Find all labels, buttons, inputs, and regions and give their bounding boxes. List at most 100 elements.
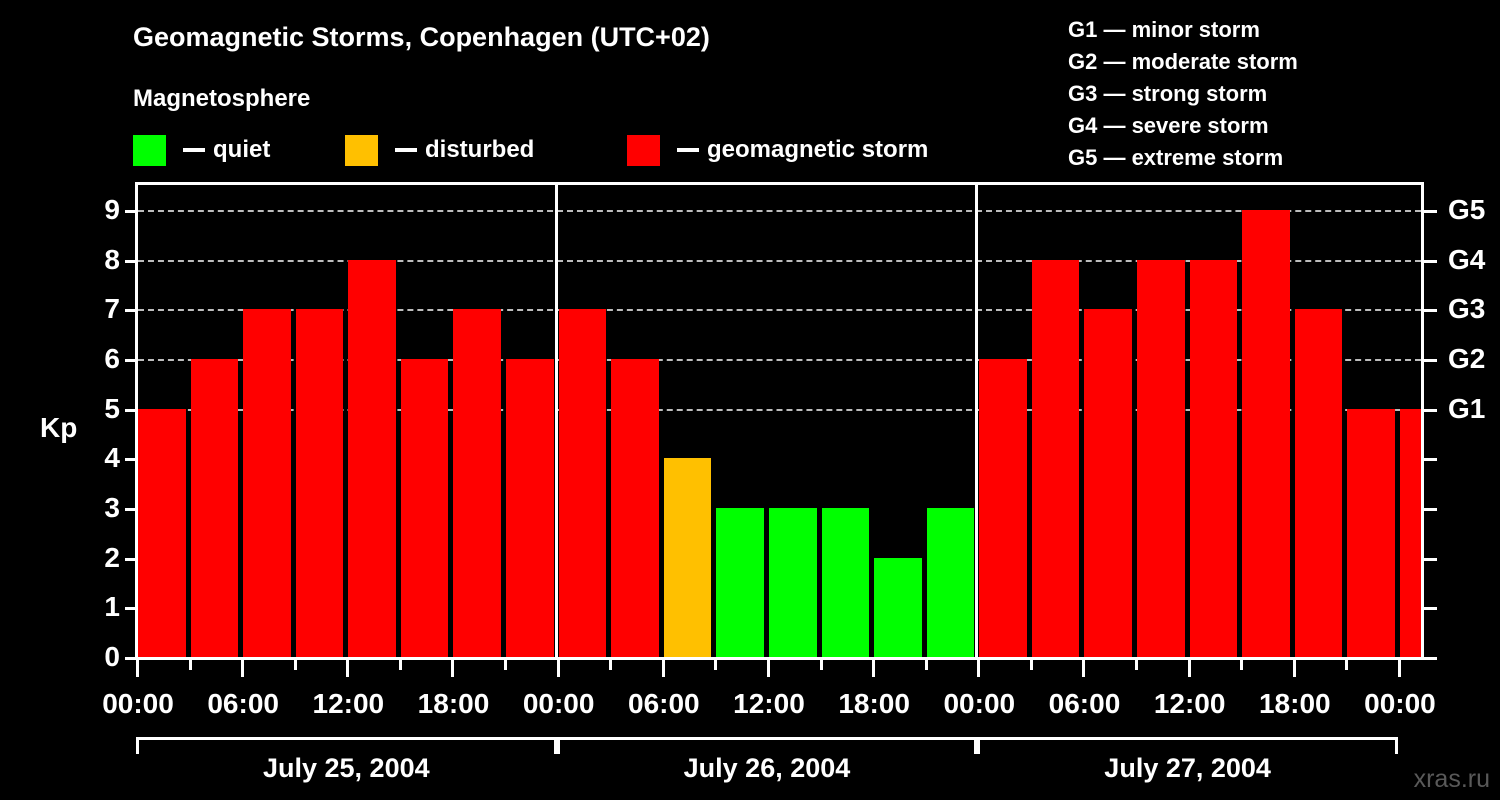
day-separator	[554, 185, 558, 657]
x-tick-label: 00:00	[102, 688, 174, 719]
legend-entry-quiet: quiet	[133, 132, 270, 168]
g-axis-minor-tick-2	[1424, 557, 1437, 561]
x-tick-mark	[241, 660, 245, 677]
y-tick-mark-3	[125, 507, 135, 511]
x-tick-mark	[1187, 660, 1191, 677]
x-tick-label: 00:00	[522, 688, 595, 719]
plot-area	[135, 182, 1424, 660]
g-legend-row-g3: G3 — strong storm	[1068, 81, 1268, 106]
bar	[506, 358, 554, 657]
x-tick-minor	[819, 660, 823, 670]
bar	[979, 358, 1027, 657]
bar	[1347, 408, 1395, 657]
x-tick-minor	[1029, 660, 1033, 670]
gridline-kp-8	[138, 259, 1421, 262]
g-tick-label-g2: G2	[1448, 342, 1486, 374]
x-tick-label: 12:00	[733, 688, 805, 719]
legend-label-geomagnetic-storm: geomagnetic storm	[707, 136, 929, 163]
y-tick-mark-8	[125, 259, 135, 263]
y-tick-label-4: 4	[104, 442, 120, 474]
legend-swatch-disturbed	[345, 134, 378, 166]
g-scale-legend: G1 — minor storm G2 — moderate storm G3 — …	[1068, 14, 1488, 174]
x-tick-mark	[1292, 660, 1296, 677]
legend-entry-geomagnetic-storm: geomagnetic storm	[627, 132, 928, 168]
gridline-kp-5	[138, 408, 1421, 411]
legend-swatch-quiet	[133, 134, 166, 166]
bar	[1294, 309, 1343, 657]
bar	[1031, 259, 1080, 657]
x-tick-minor	[1345, 660, 1349, 670]
bar	[874, 557, 922, 657]
x-tick-mark	[977, 660, 981, 677]
x-tick-minor	[609, 660, 613, 670]
g-axis-minor-tick-1	[1424, 607, 1437, 611]
g-tick-mark-g3	[1424, 309, 1437, 313]
y-tick-mark-0	[125, 657, 135, 660]
y-tick-label-7: 7	[104, 293, 120, 325]
y-tick-label-6: 6	[104, 342, 120, 374]
gridline-kp-6	[138, 358, 1421, 361]
bar	[1084, 309, 1133, 657]
g-axis-minor-tick-0	[1424, 657, 1437, 660]
gridline-kp-9	[138, 209, 1421, 212]
y-tick-label-3: 3	[104, 491, 120, 523]
x-tick-label: 06:00	[207, 688, 279, 719]
x-tick-label: 06:00	[1048, 688, 1121, 719]
y-tick-mark-1	[125, 607, 135, 611]
legend-entry-disturbed: disturbed	[345, 132, 534, 168]
x-tick-minor	[293, 660, 297, 670]
x-tick-label: 18:00	[417, 688, 490, 719]
magnetosphere-label: Magnetosphere	[133, 85, 311, 112]
watermark: xras.ru	[1413, 765, 1490, 793]
x-tick-mark	[1397, 660, 1401, 677]
day-label: July 26, 2004	[683, 753, 851, 783]
x-tick-label: 00:00	[943, 688, 1016, 719]
x-tick-label: 06:00	[628, 688, 700, 719]
y-tick-label-0: 0	[104, 641, 120, 672]
gridline-kp-7	[138, 309, 1421, 312]
y-tick-mark-5	[125, 408, 135, 412]
bar	[1189, 259, 1238, 657]
x-tick-label: 12:00	[1153, 688, 1226, 719]
bar	[453, 309, 502, 657]
y-tick-mark-9	[125, 209, 135, 213]
x-tick-minor	[714, 660, 718, 670]
legend-dash-icon	[677, 148, 699, 152]
bar	[348, 259, 396, 657]
x-tick-mark	[1082, 660, 1086, 677]
y-tick-mark-7	[125, 309, 135, 313]
day-separator	[975, 185, 979, 657]
page-title: Geomagnetic Storms, Copenhagen (UTC+02)	[133, 22, 710, 52]
g-tick-mark-g1	[1424, 408, 1437, 412]
x-tick-mark	[556, 660, 560, 677]
y-tick-mark-6	[125, 358, 135, 362]
bar	[768, 507, 817, 657]
g-tick-mark-g4	[1424, 259, 1437, 263]
y-tick-label-9: 9	[104, 193, 120, 225]
bar	[558, 309, 607, 657]
bar	[243, 309, 291, 657]
x-tick-minor	[398, 660, 402, 670]
plot-inner	[138, 185, 1421, 657]
g-legend-row-g2: G2 — moderate storm	[1068, 49, 1298, 74]
bar	[926, 507, 975, 657]
x-tick-label: 18:00	[838, 688, 910, 719]
bar	[295, 309, 344, 657]
x-tick-mark	[136, 660, 139, 677]
x-tick-mark	[451, 660, 455, 677]
y-tick-label-1: 1	[104, 591, 120, 623]
x-tick-mark	[346, 660, 350, 677]
x-tick-minor	[924, 660, 928, 670]
x-tick-mark	[661, 660, 665, 677]
y-tick-mark-2	[125, 557, 135, 561]
bar	[1399, 408, 1421, 657]
bar	[138, 408, 186, 657]
x-tick-mark	[766, 660, 770, 677]
y-axis-label: Kp	[40, 412, 78, 443]
x-tick-label: 18:00	[1258, 688, 1331, 719]
legend-swatch-geomagnetic-storm	[627, 134, 660, 166]
x-tick-label: 00:00	[1364, 688, 1436, 719]
bar	[1137, 259, 1185, 657]
day-bracket	[136, 737, 557, 754]
x-tick-minor	[504, 660, 508, 670]
